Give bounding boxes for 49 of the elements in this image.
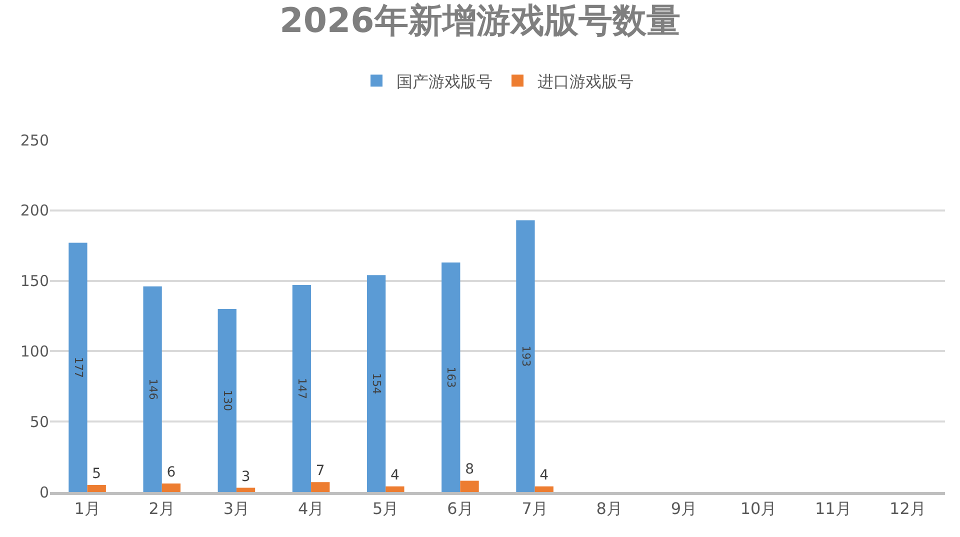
y-tick-label: 200 — [20, 202, 49, 220]
x-tick-label: 9月 — [670, 499, 698, 518]
x-tick-label: 3月 — [223, 499, 250, 518]
data-label: 147 — [296, 378, 309, 400]
bar — [143, 286, 162, 492]
data-label: 193 — [519, 346, 532, 367]
bar — [68, 242, 88, 492]
y-tick-label: 150 — [20, 272, 49, 290]
x-tick-label: 2月 — [148, 499, 175, 518]
y-tick-label: 50 — [30, 412, 49, 431]
bar — [162, 484, 181, 492]
bar — [534, 486, 554, 492]
chart-title: 2026年新增游戏版号数量 — [280, 0, 680, 41]
data-label: 5 — [92, 466, 102, 482]
bar — [292, 285, 312, 492]
bar — [218, 308, 236, 492]
data-label: 4 — [390, 467, 400, 484]
x-tick-label: 7月 — [522, 499, 548, 518]
x-tick-label: 10月 — [740, 499, 777, 518]
data-label: 146 — [146, 378, 160, 400]
bar — [87, 484, 106, 492]
legend-label: 进口游戏版号 — [538, 72, 634, 91]
x-tick-label: 6月 — [447, 499, 474, 518]
bar — [442, 262, 460, 492]
data-label: 3 — [241, 468, 250, 485]
bar — [460, 480, 479, 492]
x-tick-label: 11月 — [814, 499, 852, 518]
bar — [366, 275, 386, 492]
y-tick-label: 100 — [20, 342, 49, 360]
bar — [236, 488, 256, 492]
x-tick-label: 4月 — [298, 499, 324, 518]
data-label: 154 — [370, 373, 384, 394]
x-tick-label: 12月 — [890, 499, 926, 518]
data-label: 4 — [540, 467, 549, 484]
x-tick-label: 5月 — [372, 499, 399, 518]
bar — [386, 486, 404, 492]
data-label: 7 — [316, 463, 325, 480]
bar — [516, 220, 535, 492]
legend-label: 国产游戏版号 — [396, 72, 492, 91]
y-tick-label: 0 — [39, 483, 49, 502]
data-label: 177 — [72, 356, 85, 378]
y-tick-label: 250 — [20, 131, 49, 150]
data-label: 8 — [465, 462, 474, 478]
data-label: 6 — [166, 464, 176, 481]
data-label: 163 — [444, 366, 458, 388]
bar — [311, 482, 330, 492]
data-label: 130 — [220, 390, 234, 412]
x-tick-label: 8月 — [596, 499, 622, 518]
x-tick-label: 1月 — [74, 499, 100, 518]
